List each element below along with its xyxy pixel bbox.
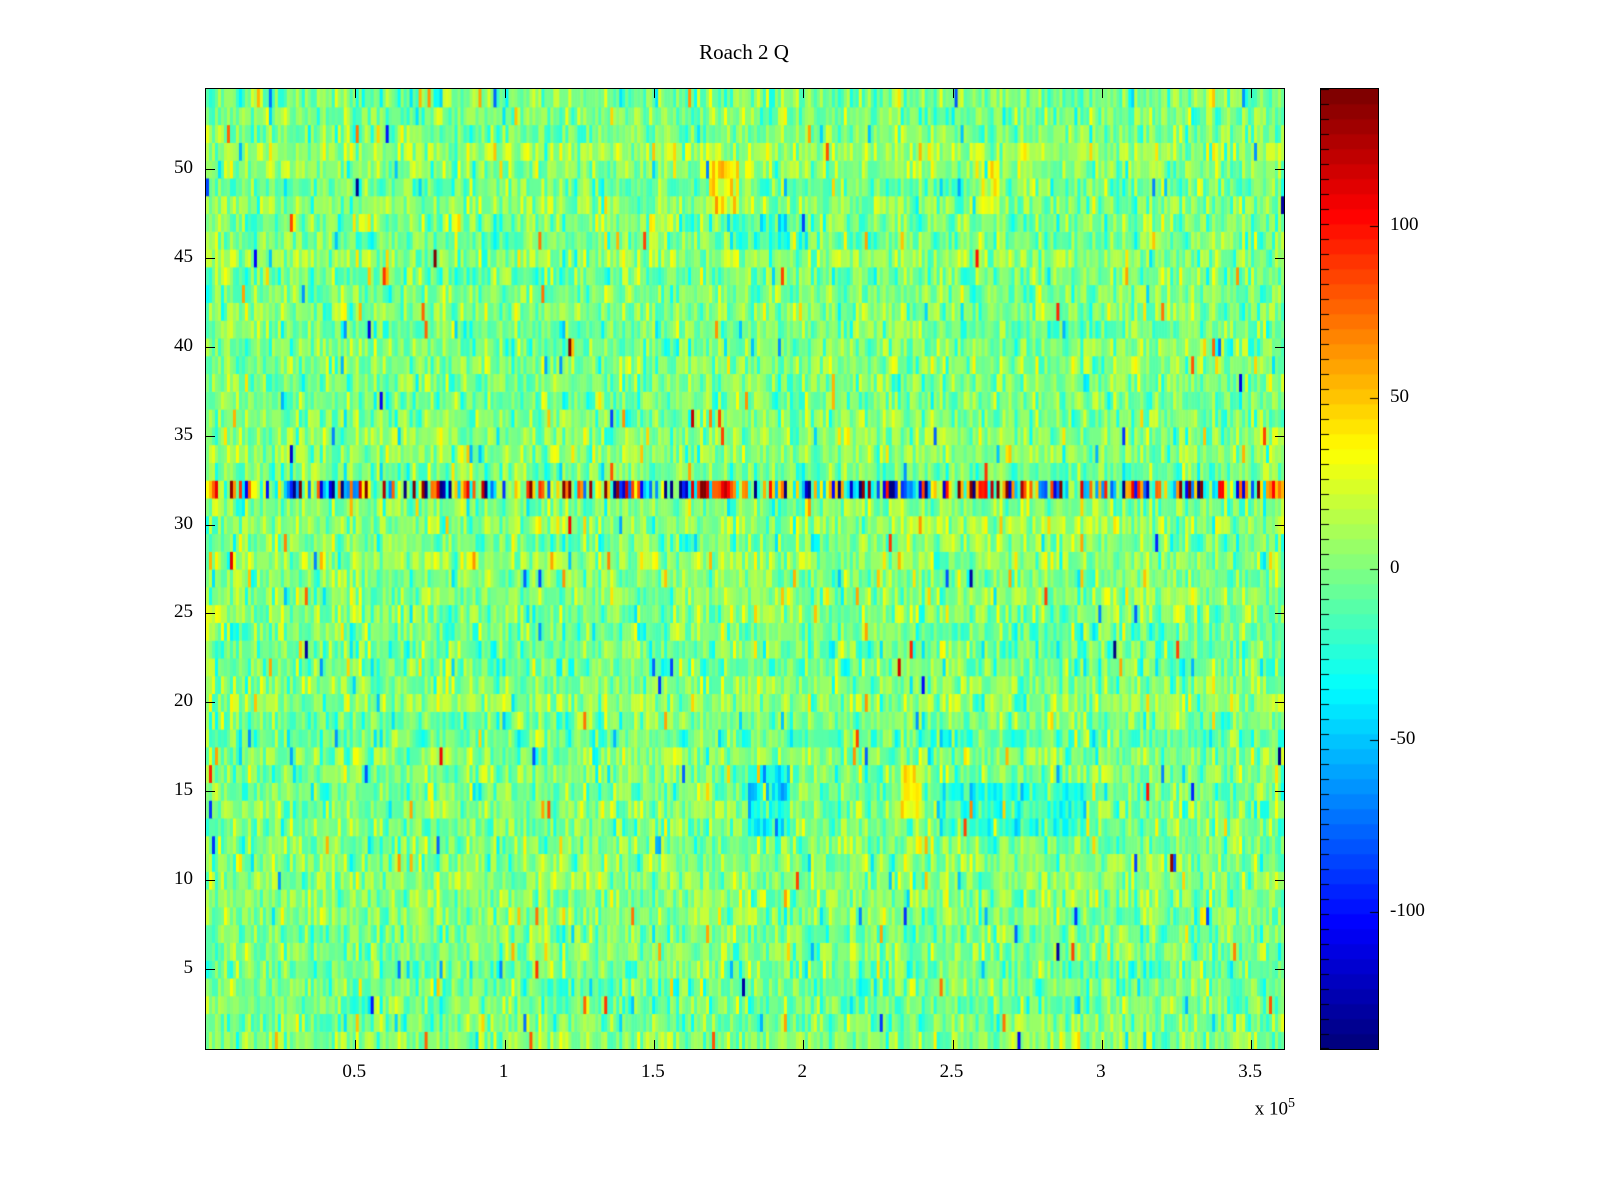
colorbar-tick-label: -50: [1390, 728, 1416, 750]
y-tick-mark: [206, 969, 215, 970]
y-tick-label: 50: [174, 157, 193, 178]
heatmap-plot: [205, 88, 1285, 1050]
chart-title: Roach 2 Q: [699, 40, 789, 64]
y-tick-label: 30: [174, 512, 193, 534]
x-tick-label: 1.5: [641, 1061, 665, 1082]
y-tick-mark: [206, 257, 215, 259]
y-tick-mark: [1275, 969, 1284, 970]
y-tick-mark: [206, 435, 215, 437]
y-tick-mark: [206, 524, 215, 526]
x-tick-label: 3.5: [1238, 1061, 1263, 1082]
y-tick-label: 45: [174, 245, 193, 267]
colorbar-tick-label: -100: [1390, 899, 1425, 921]
y-tick-label: 5: [183, 957, 194, 978]
x-tick-mark: [1251, 89, 1253, 98]
y-tick-mark: [1275, 169, 1284, 170]
x-tick-label: 1: [498, 1061, 509, 1082]
heatmap-canvas: [206, 89, 1284, 1049]
y-tick-mark: [1275, 791, 1284, 793]
x-tick-mark: [653, 89, 655, 98]
x-tick-mark: [1101, 89, 1103, 98]
x-tick-label: 2.5: [939, 1061, 964, 1082]
y-tick-mark: [206, 791, 215, 793]
x-tick-mark: [952, 89, 954, 98]
x-tick-mark: [1101, 1040, 1103, 1049]
y-tick-mark: [1275, 257, 1284, 259]
y-tick-mark: [206, 880, 215, 882]
x-exponent-prefix: x 10: [1254, 1098, 1288, 1120]
x-tick-label: 3: [1096, 1061, 1106, 1082]
y-tick-mark: [206, 613, 215, 615]
y-tick-mark: [206, 702, 215, 704]
x-tick-mark: [653, 1040, 655, 1049]
y-tick-label: 15: [174, 779, 193, 801]
y-tick-mark: [1275, 880, 1284, 882]
x-tick-label: 2: [797, 1061, 807, 1082]
x-axis-exponent: x 105: [1200, 1096, 1295, 1120]
colorbar-tick-label: 50: [1390, 385, 1409, 407]
x-tick-label: 0.5: [342, 1061, 367, 1082]
y-tick-mark: [1275, 702, 1284, 704]
colorbar-tick-label: 0: [1390, 557, 1400, 578]
y-tick-label: 35: [174, 423, 193, 445]
y-tick-mark: [206, 346, 215, 348]
y-tick-mark: [1275, 346, 1284, 348]
y-tick-mark: [206, 169, 215, 170]
x-tick-mark: [504, 89, 506, 98]
x-tick-mark: [355, 89, 357, 98]
x-tick-mark: [952, 1040, 954, 1049]
y-tick-mark: [1275, 613, 1284, 615]
colorbar-tick-label: 100: [1390, 214, 1419, 236]
x-tick-mark: [355, 1040, 357, 1049]
colorbar: [1320, 88, 1379, 1050]
x-tick-mark: [803, 1040, 805, 1049]
y-tick-label: 20: [174, 690, 193, 712]
colorbar-canvas: [1321, 89, 1378, 1049]
x-tick-mark: [504, 1040, 506, 1049]
x-exponent-power: 5: [1288, 1096, 1295, 1111]
y-tick-label: 40: [174, 334, 193, 356]
y-tick-mark: [1275, 435, 1284, 437]
y-tick-label: 25: [174, 601, 193, 623]
y-tick-label: 10: [174, 868, 193, 890]
x-tick-mark: [1251, 1040, 1253, 1049]
y-tick-mark: [1275, 524, 1284, 526]
x-tick-mark: [803, 89, 805, 98]
